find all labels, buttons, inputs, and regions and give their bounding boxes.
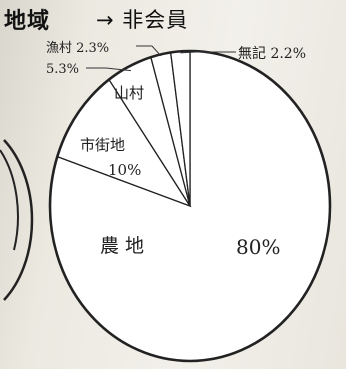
- pie-slices: [48, 49, 332, 363]
- slice-value-3: 5.3%: [46, 62, 79, 77]
- slice-value-1: 80%: [236, 235, 280, 259]
- leader-5: [180, 51, 236, 54]
- slice-value-2: 10%: [108, 161, 141, 179]
- slice-label-3: 山村: [114, 84, 144, 102]
- slice-label-2: 市街地: [80, 136, 125, 154]
- leader-lines: [86, 45, 236, 72]
- leader-3: [86, 67, 131, 72]
- leader-4: [136, 45, 162, 57]
- slice-label-4: 漁村 2.3%: [46, 41, 109, 56]
- adjacent-chart-edge-lower: [0, 149, 19, 251]
- pie-outline: [48, 49, 332, 363]
- chart-title: 地域: [4, 9, 51, 34]
- slice-label-5: 無記 2.2%: [238, 45, 306, 62]
- adjacent-chart-edge: [3, 139, 34, 301]
- chart-subtitle: → 非会員: [96, 8, 189, 32]
- slice-label-1: 農 地: [100, 235, 144, 257]
- slice-labels: 農 地 80% 市街地 10% 山村 5.3% 漁村 2.3% 無記 2.2%: [46, 41, 306, 259]
